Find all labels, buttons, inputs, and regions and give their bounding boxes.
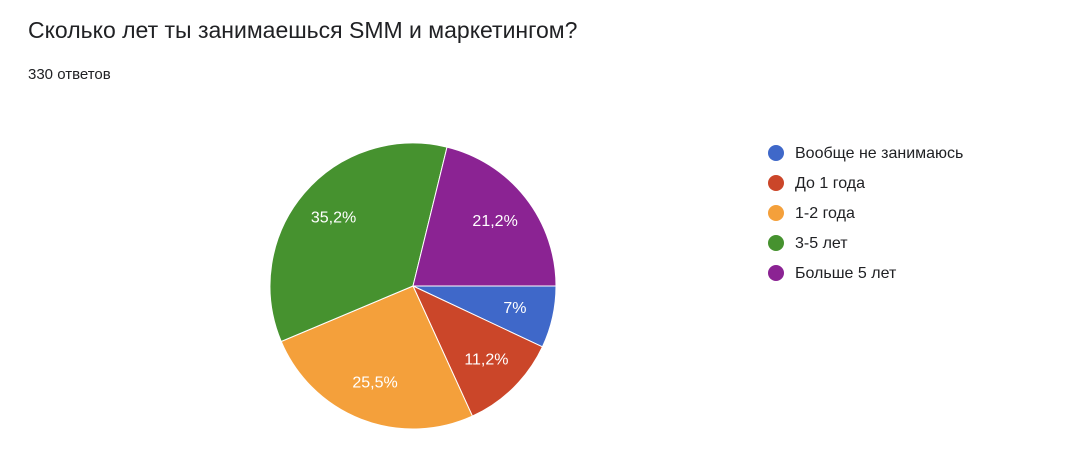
chart-title: Сколько лет ты занимаешься SMM и маркети…	[28, 17, 577, 43]
pie-slice	[412, 146, 557, 287]
chart-subtitle: 330 ответов	[28, 66, 111, 83]
legend-label: 1-2 года	[795, 205, 855, 222]
legend-swatch	[768, 205, 784, 221]
legend-label: До 1 года	[795, 175, 865, 192]
legend-swatch	[768, 145, 784, 161]
slice-label: 25,5%	[352, 374, 397, 391]
legend-swatch	[768, 265, 784, 281]
slice-label: 35,2%	[311, 209, 356, 226]
slice-label: 7%	[503, 300, 526, 317]
legend-label: 3-5 лет	[795, 235, 848, 252]
pie-slice	[269, 142, 448, 343]
legend-label: Больше 5 лет	[795, 265, 897, 282]
legend-swatch	[768, 175, 784, 191]
legend-swatch	[768, 235, 784, 251]
slice-label: 11,2%	[464, 351, 508, 368]
pie-slice	[411, 284, 544, 417]
legend-label: Вообще не занимаюсь	[795, 145, 963, 162]
slice-label: 21,2%	[472, 213, 517, 230]
